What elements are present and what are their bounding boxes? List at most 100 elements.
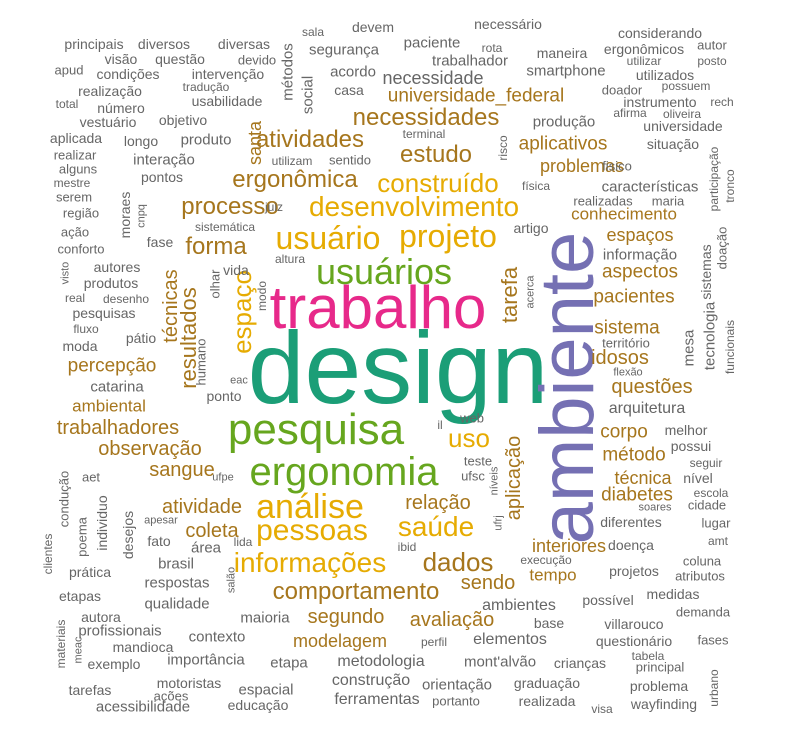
word: vestuário	[79, 114, 137, 130]
word: interiores	[531, 536, 607, 556]
word: alguns	[58, 161, 98, 177]
word: ergonomia	[249, 450, 439, 494]
word: tarefa	[497, 266, 522, 324]
word: comportamento	[272, 578, 440, 605]
word: segundo	[307, 606, 385, 628]
word: educação	[227, 697, 289, 713]
word: clientes	[41, 533, 55, 575]
word: devem	[351, 19, 395, 35]
word: fluxo	[73, 322, 99, 336]
word: medidas	[646, 586, 700, 602]
word: questionário	[595, 633, 673, 649]
word: casa	[334, 82, 364, 98]
word: corpo	[600, 421, 648, 443]
word: ações	[153, 688, 189, 704]
word: terminal	[402, 127, 446, 141]
word: principal	[635, 659, 685, 675]
word: construção	[331, 672, 411, 689]
word: objetivo	[158, 112, 208, 128]
word: longo	[123, 133, 159, 149]
word: posto	[697, 54, 727, 68]
word: aspectos	[601, 261, 679, 283]
word: diabetes	[601, 484, 673, 506]
word: tradução	[182, 80, 230, 94]
word: acerca	[524, 275, 537, 309]
word: instrumento	[623, 94, 697, 110]
word: projeto	[399, 218, 497, 254]
word: acessibilidade	[95, 698, 191, 716]
word: utilizados	[635, 67, 695, 83]
word: etapas	[58, 588, 102, 604]
word: questões	[611, 376, 693, 398]
word: situação	[646, 136, 700, 152]
word: visão	[104, 51, 138, 67]
word: smartphone	[526, 62, 606, 80]
word: ponto	[206, 388, 242, 404]
word: ferramentas	[334, 691, 420, 708]
word: informações	[233, 547, 387, 578]
word: sistemas	[698, 244, 714, 300]
word: informação	[602, 246, 678, 264]
word: rota	[481, 41, 503, 55]
word: acordo	[330, 63, 376, 81]
word: coleta	[185, 520, 239, 542]
word: condições	[96, 66, 160, 82]
word: vida	[223, 262, 249, 278]
word: lida	[233, 535, 253, 549]
word: mandioca	[112, 639, 174, 655]
word: espacial	[238, 681, 294, 699]
word: produção	[532, 113, 596, 131]
word: diferentes	[600, 514, 662, 530]
word: social	[299, 75, 317, 115]
word: paciente	[403, 34, 461, 52]
word: graduação	[513, 675, 581, 691]
word: arquitetura	[608, 400, 686, 417]
word: orientação	[421, 676, 493, 694]
word: cnpq	[135, 204, 148, 228]
word: modo	[255, 280, 269, 312]
word: necessário	[474, 16, 542, 32]
word: autor	[697, 37, 727, 53]
word: elementos	[473, 631, 547, 648]
word: design	[247, 311, 549, 425]
word: doação	[714, 226, 730, 270]
word: aplicativos	[518, 133, 608, 155]
word: profissionais	[78, 622, 162, 640]
word: atividade	[161, 496, 243, 518]
word: seguir	[689, 456, 723, 470]
word: autora	[81, 609, 121, 625]
word: realizadas	[573, 193, 633, 209]
word: área	[190, 539, 222, 557]
word: ufrj	[492, 515, 505, 531]
word: meac	[72, 636, 85, 664]
word: realização	[78, 83, 142, 99]
word: visto	[59, 261, 72, 285]
word: pesquisa	[227, 405, 405, 454]
word: sendo	[460, 572, 516, 594]
word: atividades	[255, 126, 365, 153]
word: dados	[422, 547, 494, 577]
word: mestre	[53, 176, 91, 190]
word: humano	[193, 338, 209, 386]
word: teste	[463, 453, 493, 469]
word: sala	[301, 25, 325, 39]
word: moda	[62, 338, 98, 354]
word: sistemática	[194, 220, 256, 234]
word: desenvolvimento	[308, 191, 520, 222]
word: ergonômica	[232, 166, 358, 193]
word: características	[601, 178, 699, 196]
word: qualidade	[144, 595, 210, 613]
word: conforto	[57, 241, 105, 257]
word: técnicas	[160, 269, 182, 343]
word: universidade_federal	[387, 85, 565, 107]
word: espaço	[227, 270, 257, 354]
word: il	[437, 418, 443, 432]
word: urbano	[707, 669, 721, 707]
word: ufpe	[212, 471, 234, 484]
word: processo	[181, 193, 279, 220]
word: trabalhador	[432, 52, 508, 70]
word: brasil	[158, 555, 194, 573]
word: condução	[56, 470, 72, 528]
word: ergonômicos	[603, 41, 685, 57]
word: ambientes	[482, 597, 556, 614]
